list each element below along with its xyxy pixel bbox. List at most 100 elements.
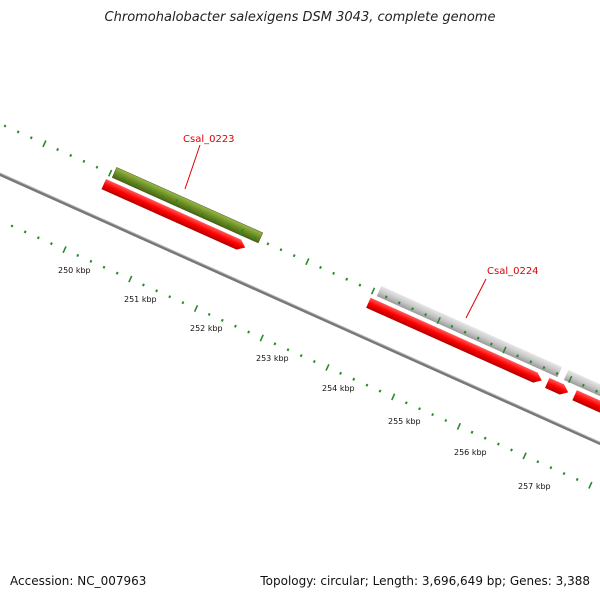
upper-scale-minor-tick [253,236,257,240]
lower-scale-minor-tick [155,289,159,293]
lower-scale-minor-tick [378,389,382,393]
upper-scale-major-tick [305,258,310,266]
gene-feature-red-small[interactable] [544,377,570,397]
lower-scale-minor-tick [168,295,172,299]
upper-scale-minor-tick [411,307,414,311]
leader-line-csal-0223 [184,144,201,190]
lower-scale-major-tick [193,304,199,313]
upper-scale-minor-tick [450,324,454,328]
upper-scale-minor-tick [319,265,322,269]
upper-scale-minor-tick [529,360,533,364]
lower-scale-major-tick [588,481,593,489]
genome-backbone-highlight [0,172,600,443]
gene-feature-csal-0223[interactable] [101,179,248,252]
scale-label: 257 kbp [518,482,551,491]
lower-scale-minor-tick [510,448,513,452]
upper-scale-minor-tick [134,183,138,187]
scale-labels: 250 kbp 251 kbp 252 kbp 253 kbp 254 kbp 255 k… [58,266,551,491]
upper-scale-minor-tick [16,130,20,134]
lower-scale-minor-tick [23,230,27,234]
upper-scale-minor-tick [595,389,598,393]
upper-scale-minor-tick [332,271,336,275]
upper-scale-minor-tick [279,248,283,252]
upper-scale-major-tick [370,287,376,295]
upper-scale-minor-tick [82,159,86,163]
upper-scale-minor-tick [266,242,270,246]
upper-scale-minor-tick [516,354,520,358]
lower-scale-minor-tick [418,407,421,411]
scale-label: 253 kbp [256,354,289,363]
lower-scale-minor-tick [207,312,211,316]
upper-tick-row [3,124,598,393]
lower-scale-minor-tick [339,371,343,375]
feature-track [101,167,600,421]
lower-scale-major-tick [456,422,462,430]
lower-scale-minor-tick [470,430,474,434]
upper-scale-minor-tick [358,283,362,287]
upper-scale-minor-tick [345,277,349,281]
upper-scale-major-tick [502,346,507,354]
lower-scale-minor-tick [444,418,448,423]
scale-label: 254 kbp [322,384,355,393]
upper-scale-minor-tick [148,189,152,193]
lower-scale-major-tick [522,452,527,460]
lower-scale-minor-tick [10,224,14,228]
leader-line-csal-0224 [465,278,487,319]
lower-scale-minor-tick [36,236,40,240]
lower-scale-minor-tick [404,401,408,405]
lower-scale-minor-tick [89,259,93,263]
upper-scale-major-tick [436,316,441,325]
lower-scale-minor-tick [141,283,145,287]
lower-scale-minor-tick [312,360,316,364]
lower-scale-minor-tick [76,253,80,257]
lower-scale-minor-tick [49,242,53,246]
upper-scale-minor-tick [56,148,60,152]
gene-feature-red-right[interactable] [572,390,600,421]
lower-scale-minor-tick [483,436,487,440]
upper-scale-minor-tick [227,224,230,228]
upper-scale-minor-tick [213,218,217,222]
lower-scale-minor-tick [273,342,277,346]
upper-scale-minor-tick [476,336,480,340]
gene-feature-grey-2[interactable] [563,369,600,405]
scale-label: 250 kbp [58,266,91,275]
lower-scale-minor-tick [115,271,119,275]
upper-scale-minor-tick [161,195,165,199]
gene-label-csal-0224[interactable]: Csal_0224 [487,266,539,277]
upper-scale-minor-tick [95,165,99,169]
gene-feature-olive[interactable] [111,167,264,244]
gene-feature-grey-1[interactable] [376,286,563,378]
lower-scale-minor-tick [286,348,290,352]
lower-tick-row [10,224,593,489]
genome-backbone [0,172,600,446]
lower-scale-minor-tick [352,377,356,381]
lower-scale-minor-tick [562,471,566,476]
lower-scale-minor-tick [181,301,185,305]
upper-scale-minor-tick [3,124,7,128]
upper-scale-minor-tick [121,177,125,181]
lower-scale-minor-tick [431,413,435,417]
scale-label: 252 kbp [190,324,223,333]
upper-scale-minor-tick [29,136,33,140]
upper-scale-minor-tick [424,313,428,317]
upper-scale-minor-tick [292,254,296,258]
scale-label: 256 kbp [454,448,487,457]
gene-label-csal-0223[interactable]: Csal_0223 [183,134,235,145]
upper-scale-minor-tick [463,330,467,334]
lower-scale-minor-tick [365,383,369,387]
lower-scale-minor-tick [102,265,106,269]
lower-scale-minor-tick [575,477,579,481]
lower-scale-minor-tick [247,330,251,334]
gene-feature-csal-0224[interactable] [366,297,544,386]
upper-scale-minor-tick [555,371,559,376]
upper-scale-major-tick [239,228,244,236]
lower-scale-major-tick [325,363,330,371]
lower-scale-minor-tick [496,442,500,446]
upper-scale-minor-tick [542,366,546,370]
upper-scale-minor-tick [384,295,388,299]
accession-text: Accession: NC_007963 [10,574,147,588]
lower-scale-minor-tick [234,324,237,328]
map-title: Chromohalobacter salexigens DSM 3043, co… [104,10,496,25]
upper-scale-minor-tick [187,207,191,211]
